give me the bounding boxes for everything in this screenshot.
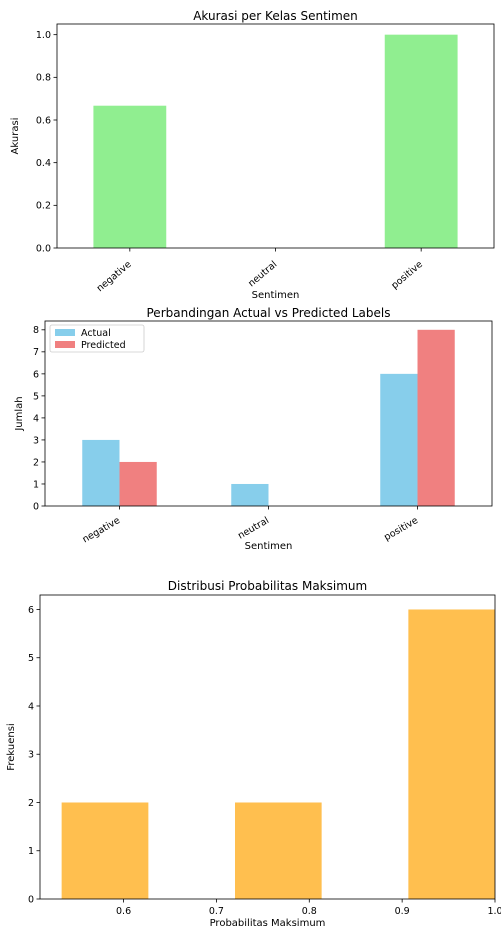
chart-1-ytick-label: 3 — [33, 435, 39, 446]
chart-0-ylabel: Akurasi — [10, 118, 21, 155]
chart-0-ytick-label: 1.0 — [36, 30, 51, 41]
accuracy-bar-negative — [93, 105, 167, 248]
histogram-bin-1 — [235, 802, 322, 899]
chart-2-xtick-label: 0.8 — [302, 906, 317, 917]
chart-0-xtick-label: negative — [95, 259, 134, 294]
chart-1-xtick-label: positive — [382, 515, 420, 543]
chart-1-xtick-label: neutral — [236, 515, 271, 542]
chart-0-ytick-label: 0.8 — [36, 73, 51, 84]
chart-1-title: Perbandingan Actual vs Predicted Labels — [147, 306, 391, 320]
chart-1-xtick-label: negative — [81, 515, 123, 545]
chart-2-ytick-label: 6 — [28, 605, 34, 616]
legend-swatch-actual — [55, 329, 75, 336]
chart-2-ytick-label: 5 — [28, 653, 34, 664]
bar-actual-negative — [82, 439, 120, 506]
chart-2-title: Distribusi Probabilitas Maksimum — [168, 579, 367, 593]
max-probability-histogram: Distribusi Probabilitas Maksimum Probabil… — [6, 579, 501, 929]
chart-2-ytick-label: 2 — [28, 798, 34, 809]
chart-2-xlabel: Probabilitas Maksimum — [210, 918, 326, 929]
chart-1-ytick-label: 2 — [33, 457, 39, 468]
chart-0-ytick-label: 0.2 — [36, 201, 51, 212]
chart-2-ylabel: Frekuensi — [6, 723, 17, 770]
chart-1-ytick-label: 7 — [33, 347, 39, 358]
chart-1-ytick-label: 1 — [33, 479, 39, 490]
accuracy-bar-positive — [384, 34, 458, 248]
histogram-bin-2 — [408, 609, 495, 899]
chart-2-ytick-label: 0 — [28, 894, 34, 905]
legend-swatch-predicted — [55, 341, 75, 348]
chart-2-ytick-label: 1 — [28, 846, 34, 857]
bar-actual-positive — [380, 373, 418, 506]
chart-1-ytick-label: 5 — [33, 391, 39, 402]
chart-2-xtick-label: 1.0 — [487, 906, 501, 917]
chart-0-ytick-label: 0.4 — [36, 158, 51, 169]
chart-0-ytick-label: 0.6 — [36, 115, 51, 126]
bar-predicted-positive — [417, 329, 455, 506]
legend-label-actual: Actual — [81, 328, 111, 339]
chart-2-xtick-label: 0.9 — [395, 906, 410, 917]
chart-0-xtick-label: positive — [389, 259, 425, 291]
chart-1-ytick-label: 6 — [33, 369, 39, 380]
chart-0-xlabel: Sentimen — [252, 290, 300, 301]
chart-1-ylabel: Jumlah — [14, 396, 25, 431]
chart-0-title: Akurasi per Kelas Sentimen — [193, 9, 358, 23]
chart-2-frame — [39, 594, 496, 900]
chart-2-xtick-label: 0.7 — [209, 906, 224, 917]
chart-2-xtick-label: 0.6 — [116, 906, 131, 917]
chart-0-ytick-label: 0.0 — [36, 243, 51, 254]
chart-0-xtick-label: neutral — [246, 259, 279, 289]
chart-1-xlabel: Sentimen — [245, 541, 293, 552]
accuracy-chart: Akurasi per Kelas Sentimen Sentimen Akuras… — [10, 9, 495, 301]
bar-predicted-negative — [119, 461, 157, 506]
legend-label-predicted: Predicted — [81, 340, 126, 351]
actual-vs-predicted-chart: Perbandingan Actual vs Predicted Labels S… — [14, 306, 493, 552]
chart-1-ytick-label: 8 — [33, 325, 39, 336]
chart-1-ytick-label: 0 — [33, 501, 39, 512]
chart-1-ytick-label: 4 — [33, 413, 39, 424]
histogram-bin-0 — [61, 802, 149, 899]
chart-2-ytick-label: 4 — [28, 701, 34, 712]
chart-2-ytick-label: 3 — [28, 750, 34, 761]
bar-actual-neutral — [231, 483, 269, 506]
